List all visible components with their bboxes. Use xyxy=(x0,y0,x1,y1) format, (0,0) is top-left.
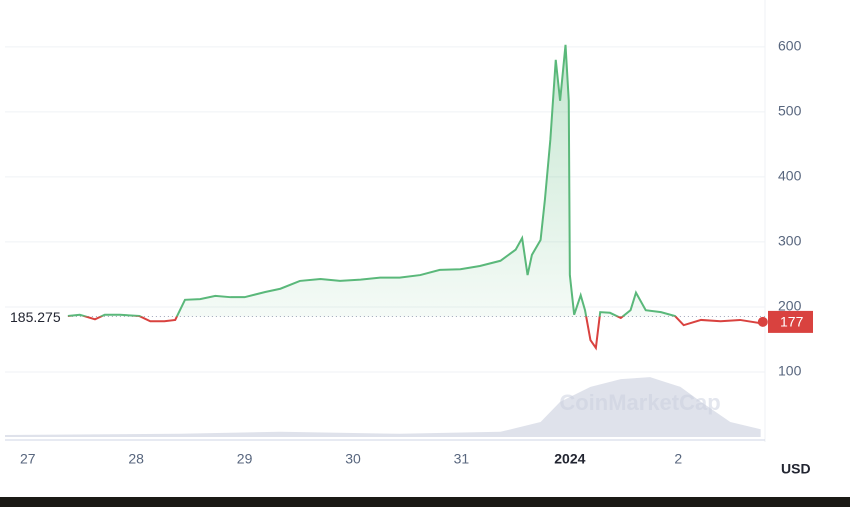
last-price-label: 177 xyxy=(780,314,804,330)
x-tick-label: 29 xyxy=(237,451,253,467)
bottom-strip xyxy=(0,497,850,507)
x-tick-label: 27 xyxy=(20,451,36,467)
y-tick-label: 600 xyxy=(778,38,802,54)
x-tick-label: 2 xyxy=(674,451,682,467)
x-tick-label: 2024 xyxy=(554,451,585,467)
x-tick-label: 30 xyxy=(345,451,361,467)
reference-label: 185.275 xyxy=(10,309,61,325)
price-line-up xyxy=(67,44,677,317)
y-tick-label: 300 xyxy=(778,233,802,249)
y-tick-label: 500 xyxy=(778,103,802,119)
y-tick-label: 400 xyxy=(778,168,802,184)
y-tick-label: 200 xyxy=(778,298,802,314)
price-area xyxy=(67,44,763,317)
currency-label: USD xyxy=(781,461,811,477)
volume-area xyxy=(5,377,761,437)
last-price-dot xyxy=(757,316,768,327)
last-price-tag xyxy=(768,310,813,333)
x-tick-label: 28 xyxy=(128,451,144,467)
y-tick-label: 100 xyxy=(778,363,802,379)
x-tick-label: 31 xyxy=(454,451,470,467)
